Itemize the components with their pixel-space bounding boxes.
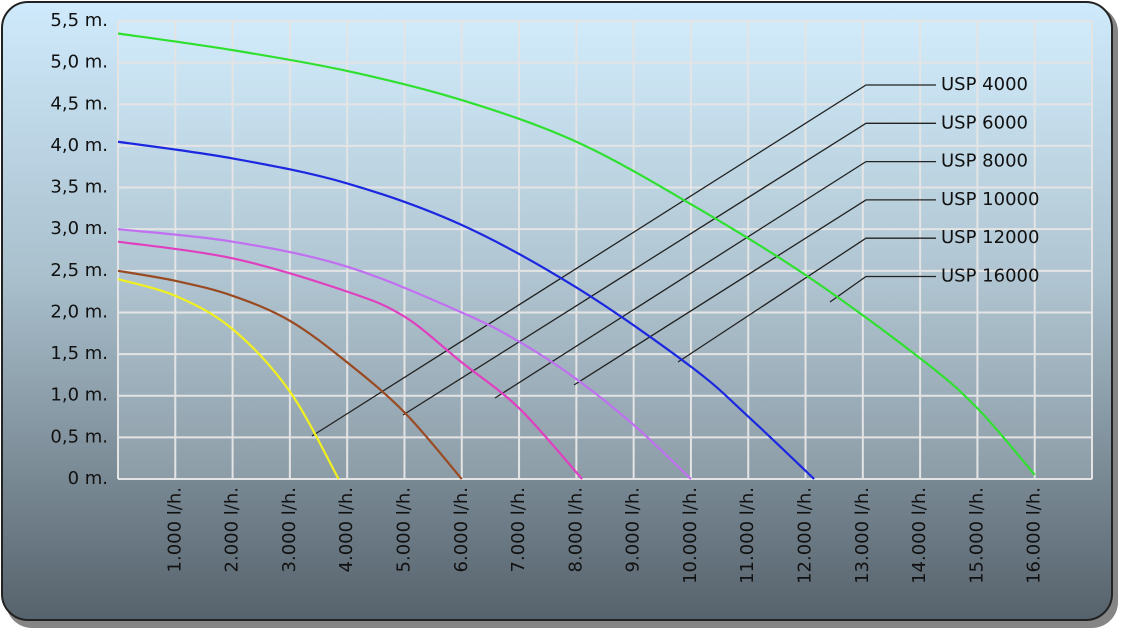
leaders <box>311 84 936 437</box>
curves <box>117 32 1036 480</box>
legend-label: USP 6000 <box>941 112 1028 133</box>
x-tick-label: 10.000 l/h. <box>680 487 701 584</box>
legend: USP 4000 USP 6000 USP 8000 USP 10000 USP 120… <box>941 74 1039 287</box>
x-tick-label: 13.000 l/h. <box>852 487 873 584</box>
x-tick-label: 8.000 l/h. <box>565 487 586 572</box>
y-tick-label: 2,5 m. <box>50 260 108 281</box>
x-tick-label: 11.000 l/h. <box>737 487 758 584</box>
line-series <box>117 228 692 480</box>
x-tick-label: 1.000 l/h. <box>164 487 185 572</box>
legend-label: USP 12000 <box>941 227 1039 248</box>
leader-line <box>677 237 936 363</box>
x-tick-label: 9.000 l/h. <box>623 487 644 572</box>
y-tick-label: 5,0 m. <box>50 52 108 73</box>
x-tick-label: 15.000 l/h. <box>966 487 987 584</box>
y-tick-label: 1,0 m. <box>50 385 108 406</box>
legend-label: USP 10000 <box>941 189 1039 210</box>
leader-line <box>311 84 936 437</box>
legend-label: USP 4000 <box>941 74 1028 95</box>
x-tick-label: 5.000 l/h. <box>393 487 414 572</box>
axis-labels: 0 m. 0,5 m. 1,0 m. 1,5 m. 2,0 m. 2,5 m. 3,0 m.… <box>50 10 1044 584</box>
x-tick-label: 16.000 l/h. <box>1024 487 1045 584</box>
x-tick-label: 2.000 l/h. <box>222 487 243 572</box>
line-series <box>117 278 340 480</box>
y-tick-label: 3,0 m. <box>50 218 108 239</box>
leader-line <box>402 122 936 416</box>
y-tick-label: 0 m. <box>68 468 108 489</box>
line-series <box>117 140 815 480</box>
grid <box>117 20 1093 480</box>
y-tick-label: 4,5 m. <box>50 93 108 114</box>
legend-label: USP 8000 <box>941 151 1028 172</box>
line-series <box>117 32 1036 476</box>
leader-line <box>829 275 936 303</box>
leader-line <box>494 160 936 399</box>
leader-line <box>573 199 936 386</box>
y-tick-label: 1,5 m. <box>50 343 108 364</box>
x-tick-label: 4.000 l/h. <box>336 487 357 572</box>
y-tick-label: 3,5 m. <box>50 177 108 198</box>
x-tick-label: 6.000 l/h. <box>451 487 472 572</box>
line-series <box>117 269 463 480</box>
y-tick-label: 2,0 m. <box>50 301 108 322</box>
line-series <box>117 240 583 480</box>
y-tick-label: 5,5 m. <box>50 10 108 31</box>
y-tick-label: 0,5 m. <box>50 426 108 447</box>
x-tick-label: 7.000 l/h. <box>508 487 529 572</box>
y-tick-label: 4,0 m. <box>50 135 108 156</box>
legend-label: USP 16000 <box>941 266 1039 287</box>
x-tick-label: 14.000 l/h. <box>909 487 930 584</box>
x-tick-label: 3.000 l/h. <box>279 487 300 572</box>
x-tick-label: 12.000 l/h. <box>795 487 816 584</box>
